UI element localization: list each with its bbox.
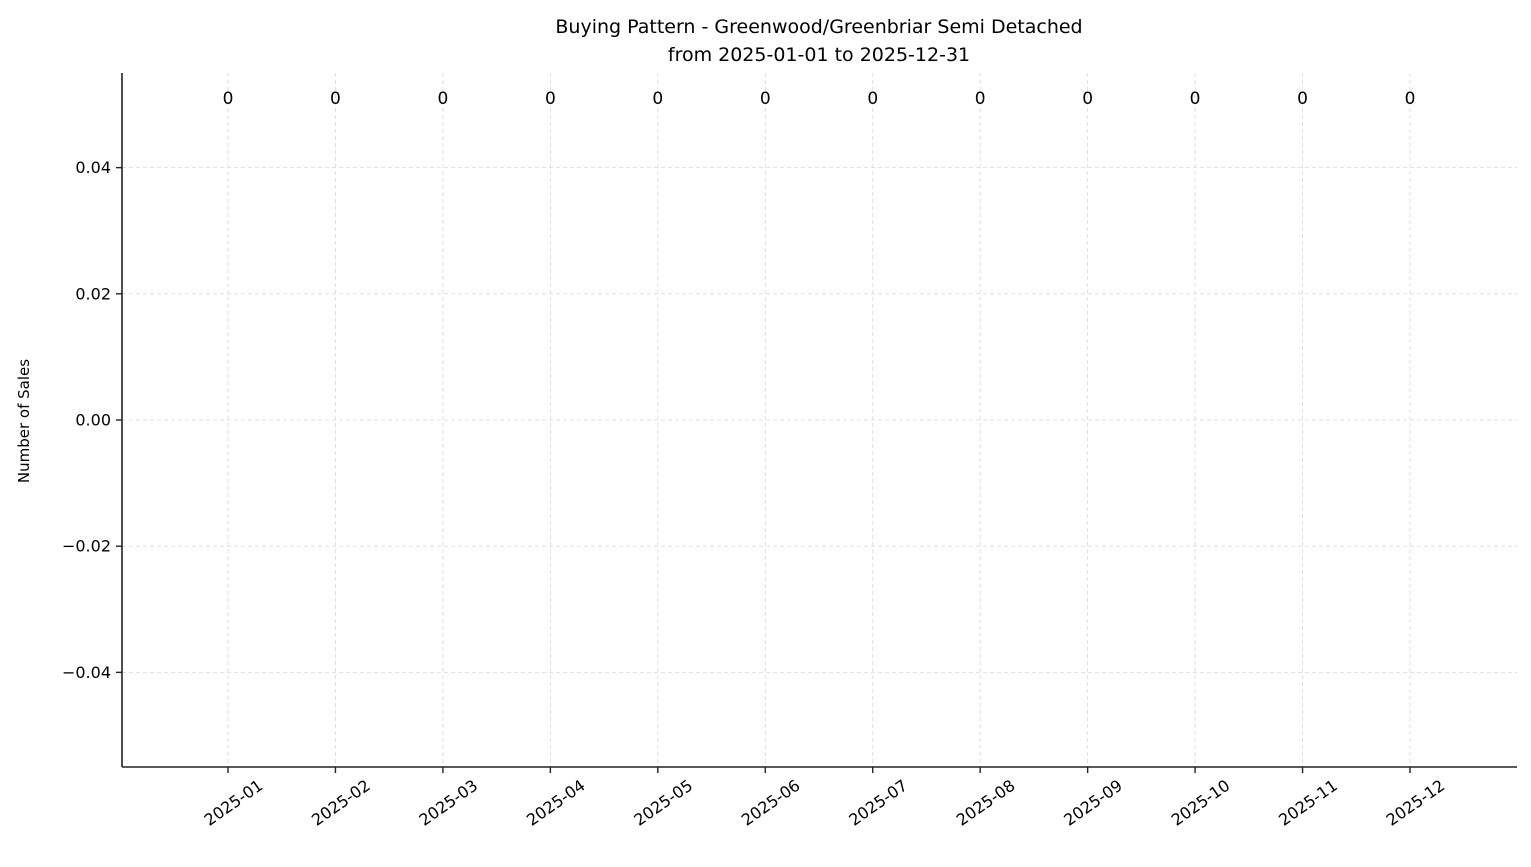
x-tick-label: 2025-01 — [201, 776, 267, 830]
x-tick-label: 2025-04 — [523, 776, 589, 830]
y-ticks: −0.04 −0.02 0.00 0.02 0.04 — [62, 158, 122, 682]
y-tick-label: 0.02 — [75, 284, 111, 303]
data-labels: 0 0 0 0 0 0 0 0 0 0 0 0 — [223, 89, 1416, 109]
data-label: 0 — [330, 89, 341, 109]
data-label: 0 — [1082, 89, 1093, 109]
x-tick-label: 2025-05 — [630, 776, 696, 830]
data-label: 0 — [652, 89, 663, 109]
data-label: 0 — [1190, 89, 1201, 109]
y-tick-label: 0.00 — [75, 411, 111, 430]
chart-title: Buying Pattern - Greenwood/Greenbriar Se… — [555, 16, 1082, 38]
x-tick-label: 2025-11 — [1275, 776, 1341, 830]
y-tick-label: 0.04 — [75, 158, 111, 177]
y-tick-label: −0.04 — [62, 663, 111, 682]
x-tick-label: 2025-12 — [1383, 776, 1449, 830]
data-label: 0 — [760, 89, 771, 109]
data-label: 0 — [545, 89, 556, 109]
x-tick-label: 2025-03 — [416, 776, 482, 830]
data-label: 0 — [223, 89, 234, 109]
x-tick-label: 2025-09 — [1060, 776, 1126, 830]
data-label: 0 — [867, 89, 878, 109]
data-label: 0 — [1405, 89, 1416, 109]
data-label: 0 — [975, 89, 986, 109]
x-ticks: 2025-01 2025-02 2025-03 2025-04 2025-05 2025-… — [201, 767, 1449, 830]
grid — [122, 73, 1517, 767]
chart-subtitle: from 2025-01-01 to 2025-12-31 — [668, 44, 970, 66]
y-axis-label: Number of Sales — [15, 359, 33, 483]
x-tick-label: 2025-10 — [1168, 776, 1234, 830]
data-label: 0 — [1297, 89, 1308, 109]
x-tick-label: 2025-02 — [308, 776, 374, 830]
y-tick-label: −0.02 — [62, 537, 111, 556]
x-tick-label: 2025-06 — [738, 776, 804, 830]
data-label: 0 — [437, 89, 448, 109]
x-tick-label: 2025-08 — [953, 776, 1019, 830]
x-tick-label: 2025-07 — [845, 776, 911, 830]
